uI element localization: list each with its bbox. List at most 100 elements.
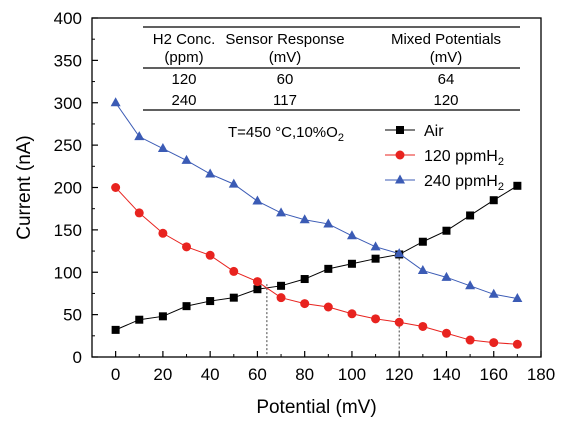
data-point (252, 277, 262, 287)
data-point (229, 266, 239, 276)
data-point (513, 181, 522, 190)
data-point (134, 208, 144, 218)
data-point (182, 302, 191, 311)
series-line (115, 187, 518, 345)
x-tick-label: 20 (153, 365, 172, 384)
series-circle (111, 183, 522, 349)
data-point (134, 131, 145, 141)
y-tick-label: 150 (54, 221, 82, 240)
y-tick-label: 200 (54, 179, 82, 198)
legend-label: Air (424, 123, 444, 140)
data-point (347, 259, 356, 268)
data-point (466, 211, 475, 220)
x-tick-label: 100 (338, 365, 366, 384)
table-header: H2 Conc. (153, 31, 216, 48)
data-point (276, 207, 287, 217)
data-point (299, 214, 310, 224)
data-point (111, 325, 120, 334)
data-point (182, 242, 192, 252)
data-point (276, 293, 286, 303)
x-tick-label: 160 (480, 365, 508, 384)
inset-table: H2 Conc.(ppm)Sensor Response(mV)Mixed Po… (143, 26, 520, 111)
data-point (371, 314, 381, 324)
table-header-unit: (ppm) (164, 49, 203, 66)
y-tick-label: 0 (73, 348, 82, 367)
y-tick-label: 300 (54, 94, 82, 113)
y-tick-label: 250 (54, 136, 82, 155)
data-point (252, 195, 263, 205)
table-cell: 64 (438, 71, 455, 88)
data-point (394, 248, 405, 258)
x-tick-label: 140 (432, 365, 460, 384)
data-point (206, 297, 215, 306)
data-point (370, 241, 381, 251)
x-tick-label: 120 (385, 365, 413, 384)
data-point (253, 285, 262, 294)
plot-layer: 0 20 40 60 80 100 120 140 160 180 0 50 100 150 200 250 3… (14, 9, 555, 418)
data-point (323, 302, 333, 312)
y-tick-label: 400 (54, 9, 82, 28)
table-cell: 60 (277, 71, 294, 88)
table-header-unit: (mV) (430, 49, 463, 66)
data-point (228, 178, 239, 188)
data-point (488, 288, 499, 298)
data-point (395, 174, 405, 184)
legend: T=450 °C,10%O2 Air 120 ppmH2 240 ppmH2 (228, 123, 504, 193)
data-point (300, 299, 310, 309)
data-point (205, 250, 215, 260)
data-point (489, 338, 499, 348)
data-point (512, 293, 523, 303)
data-point (441, 328, 451, 338)
data-point (346, 230, 357, 240)
data-point (395, 150, 405, 160)
legend-label: 240 ppmH2 (424, 173, 504, 193)
series-line (115, 102, 518, 300)
series-square (111, 181, 522, 334)
data-point (465, 335, 475, 345)
data-point (300, 275, 309, 284)
table-header: Mixed Potentials (391, 31, 501, 48)
data-point (394, 317, 404, 327)
x-tick-label: 40 (201, 365, 220, 384)
table-cell: 240 (171, 92, 196, 109)
data-point (229, 293, 238, 302)
data-point (347, 309, 357, 319)
table-cell: 120 (171, 71, 196, 88)
y-tick-label: 100 (54, 263, 82, 282)
data-point (135, 315, 144, 324)
x-tick-label: 0 (111, 365, 120, 384)
table-header: Sensor Response (225, 31, 344, 48)
data-point (277, 281, 286, 290)
data-point (158, 312, 167, 321)
y-tick-label: 350 (54, 51, 82, 70)
data-point (371, 254, 380, 263)
data-point (324, 264, 333, 273)
data-point (205, 168, 216, 178)
data-point (157, 143, 168, 153)
data-point (441, 271, 452, 281)
y-tick-label: 50 (63, 306, 82, 325)
x-tick-label: 80 (295, 365, 314, 384)
data-point (418, 237, 427, 246)
data-point (158, 228, 168, 238)
data-point (323, 218, 334, 228)
x-tick-label: 180 (527, 365, 555, 384)
data-point (442, 226, 451, 235)
data-point (418, 321, 428, 331)
data-point (110, 97, 121, 107)
series-line (115, 185, 518, 331)
data-point (489, 196, 498, 205)
x-axis-title: Potential (mV) (256, 397, 376, 418)
table-cell: 117 (273, 92, 297, 109)
table-header-unit: (mV) (269, 49, 302, 66)
table-cell: 120 (433, 92, 458, 109)
series-triangle (110, 97, 523, 303)
data-point (181, 154, 192, 164)
condition-annotation: T=450 °C,10%O2 (228, 124, 344, 144)
x-tick-label: 60 (248, 365, 267, 384)
legend-label: 120 ppmH2 (424, 148, 504, 168)
data-point (396, 126, 404, 134)
y-axis-title: Current (nA) (14, 135, 35, 240)
